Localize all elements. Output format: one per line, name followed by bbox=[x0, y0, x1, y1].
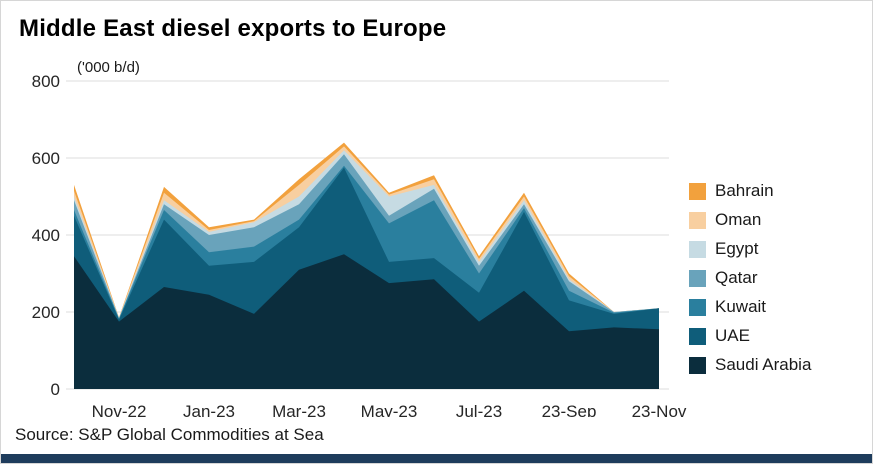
legend-swatch-qatar bbox=[689, 269, 706, 287]
legend-swatch-uae bbox=[689, 327, 706, 345]
legend-item-saudi-arabia: Saudi Arabia bbox=[689, 355, 811, 375]
legend-swatch-saudi-arabia bbox=[689, 356, 706, 374]
legend-swatch-oman bbox=[689, 211, 706, 229]
stacked-area-chart: 0 200 400 600 800 Nov-22 Jan-23 Mar-23 May-23 Jul… bbox=[32, 72, 687, 417]
y-tick-label-800: 800 bbox=[32, 72, 60, 91]
legend-swatch-bahrain bbox=[689, 182, 706, 200]
x-tick-label-23-Nov: 23-Nov bbox=[632, 402, 687, 417]
x-tick-label-May-23: May-23 bbox=[361, 402, 418, 417]
source-attribution: Source: S&P Global Commodities at Sea bbox=[15, 425, 324, 444]
legend-swatch-egypt bbox=[689, 240, 706, 258]
y-tick-label-400: 400 bbox=[32, 226, 60, 245]
area-series-saudi-arabia bbox=[74, 254, 659, 389]
y-tick-label-0: 0 bbox=[51, 380, 60, 399]
y-axis-unit-label: ('000 b/d) bbox=[77, 59, 140, 76]
legend-item-uae: UAE bbox=[689, 326, 811, 346]
x-tick-label-Jan-23: Jan-23 bbox=[183, 402, 235, 417]
x-tick-label-Nov-22: Nov-22 bbox=[92, 402, 147, 417]
legend-item-kuwait: Kuwait bbox=[689, 297, 811, 317]
legend-label: Bahrain bbox=[715, 181, 774, 200]
legend-label: Saudi Arabia bbox=[715, 355, 812, 374]
legend-item-oman: Oman bbox=[689, 210, 811, 230]
legend-label: Oman bbox=[715, 210, 762, 229]
legend-label: Egypt bbox=[715, 239, 759, 258]
footer-bar bbox=[1, 454, 872, 463]
legend-item-egypt: Egypt bbox=[689, 239, 811, 259]
page-title: Middle East diesel exports to Europe bbox=[19, 15, 447, 42]
legend-item-qatar: Qatar bbox=[689, 268, 811, 288]
legend-label: Qatar bbox=[715, 268, 758, 287]
chart-legend: Bahrain Oman Egypt Qatar Kuwait UAE Saudi Arab… bbox=[689, 181, 811, 375]
x-tick-label-Jul-23: Jul-23 bbox=[456, 402, 502, 417]
legend-label: UAE bbox=[715, 326, 750, 345]
x-tick-label-Mar-23: Mar-23 bbox=[272, 402, 326, 417]
y-tick-label-200: 200 bbox=[32, 303, 60, 322]
legend-swatch-kuwait bbox=[689, 298, 706, 316]
legend-item-bahrain: Bahrain bbox=[689, 181, 811, 201]
legend-label: Kuwait bbox=[715, 297, 767, 316]
y-tick-label-600: 600 bbox=[32, 149, 60, 168]
x-tick-label-23-Sep: 23-Sep bbox=[542, 402, 597, 417]
